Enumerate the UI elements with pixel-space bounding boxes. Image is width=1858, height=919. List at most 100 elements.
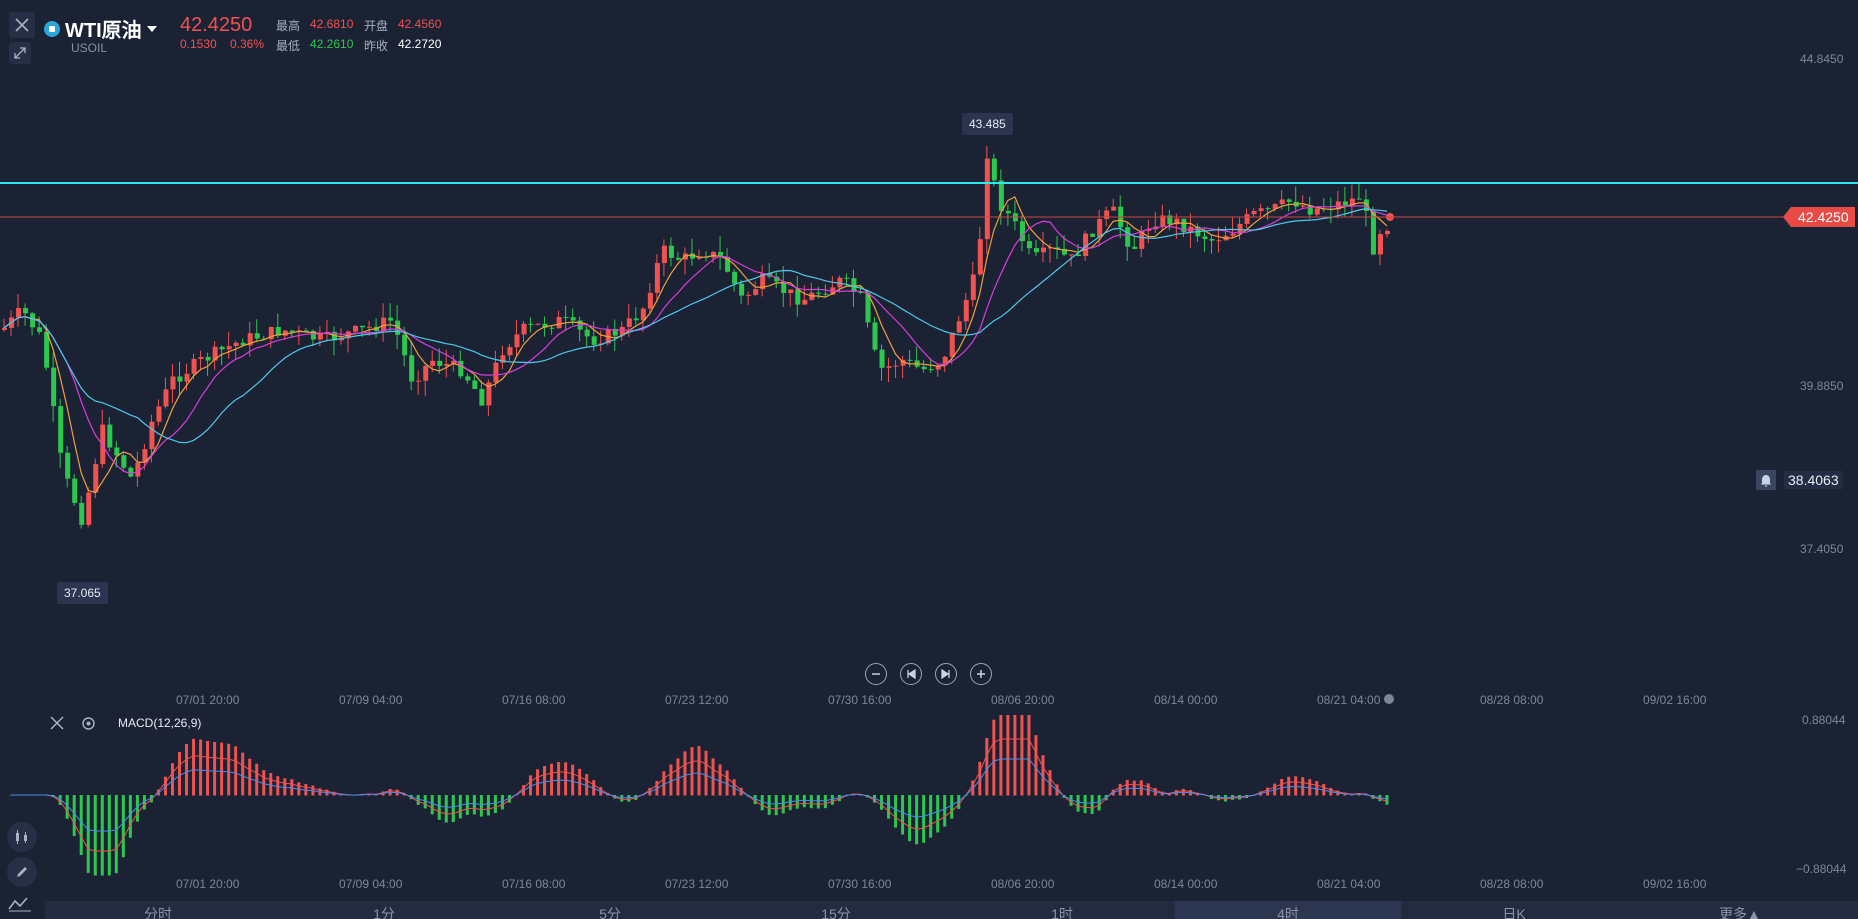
candle-body <box>521 323 527 335</box>
macd-bar <box>1083 795 1087 814</box>
candle-body <box>493 362 499 383</box>
macd-bar <box>86 795 90 873</box>
macd-bar <box>704 750 708 796</box>
candle-body <box>423 365 429 381</box>
timeframe-tab[interactable]: 日K <box>1502 906 1526 919</box>
candle-body <box>395 320 401 335</box>
candle-body <box>661 245 667 264</box>
candle-body <box>823 293 829 295</box>
candle-body <box>549 327 555 329</box>
scroll-end-button[interactable] <box>935 663 957 685</box>
time-axis-label: 07/16 08:00 <box>502 877 566 891</box>
price-alert[interactable]: 38.4063 <box>1756 470 1843 490</box>
macd-axis-bottom: −0.88044 <box>1796 862 1847 876</box>
scroll-start-button[interactable] <box>900 663 922 685</box>
candle-body <box>338 338 344 341</box>
candle-body <box>928 369 934 371</box>
macd-bar <box>901 795 905 835</box>
macd-bar <box>423 795 427 809</box>
macd-bar <box>430 795 434 815</box>
collapse-button[interactable] <box>9 42 31 64</box>
candle-body <box>935 365 941 370</box>
time-axis-label: 07/23 12:00 <box>665 877 729 891</box>
candle-body <box>135 462 141 477</box>
indicator-icon <box>8 897 31 912</box>
macd-bar <box>809 795 813 809</box>
timeframe-tab[interactable]: 更多▲ <box>1719 906 1761 919</box>
close-chart-button[interactable] <box>9 12 35 38</box>
macd-bar <box>444 795 448 823</box>
macd-bar <box>1013 715 1017 796</box>
macd-bar <box>135 795 139 822</box>
indicator-button[interactable] <box>7 896 37 919</box>
candle-body <box>1370 210 1376 255</box>
price-axis-mid: 39.8850 <box>1800 379 1844 393</box>
candle-body <box>86 492 92 525</box>
candle-body <box>416 380 422 382</box>
macd-bar <box>585 774 589 796</box>
candle-body <box>1040 247 1047 253</box>
macd-bar <box>999 715 1003 796</box>
macd-bar <box>802 795 806 808</box>
zoom-in-button[interactable] <box>970 663 992 685</box>
draw-tool-button[interactable] <box>7 857 37 887</box>
current-price-tag-text: 42.4250 <box>1798 209 1849 225</box>
timeframe-tab[interactable]: 5分 <box>599 906 621 919</box>
macd-bar <box>795 795 799 809</box>
candle-body <box>711 251 717 258</box>
macd-bar <box>564 762 568 796</box>
macd-bar <box>725 770 729 796</box>
timeframe-tab[interactable]: 15分 <box>821 906 851 919</box>
macd-bar <box>823 795 827 809</box>
time-cursor-handle[interactable] <box>1384 694 1394 704</box>
ma-short-line <box>3 196 1388 494</box>
timeframe-tab[interactable]: 分时 <box>144 906 172 919</box>
macd-close-button[interactable] <box>50 716 64 735</box>
candle-body <box>1314 208 1320 215</box>
candle-body <box>1307 205 1313 215</box>
symbol-selector[interactable]: WTI原油 USOIL <box>44 14 157 55</box>
timeframe-tab[interactable]: 1分 <box>373 906 395 919</box>
timeframe-tab[interactable]: 1时 <box>1051 906 1073 919</box>
candle-body <box>977 239 983 275</box>
candle-body <box>212 346 218 361</box>
candle-body <box>1125 227 1131 247</box>
macd-bar <box>479 795 483 817</box>
macd-bar <box>781 795 785 814</box>
top-bar: WTI原油 USOIL 42.4250 0.1530 0.36% 最高 42.6… <box>0 0 1858 70</box>
candle-body <box>465 376 471 381</box>
candle-body <box>949 332 955 357</box>
time-axis-label: 08/28 08:00 <box>1480 693 1544 707</box>
low-value: 42.2610 <box>310 37 354 51</box>
macd-bar <box>458 795 462 819</box>
macd-bar <box>290 779 294 796</box>
candle-body <box>37 327 43 332</box>
macd-bar <box>1076 795 1080 812</box>
candle-body <box>1265 208 1271 210</box>
zoom-out-button[interactable] <box>865 663 887 685</box>
macd-bar <box>1308 779 1312 796</box>
timeframe-tab[interactable]: 4时 <box>1175 901 1401 919</box>
caret-down-icon <box>146 25 157 32</box>
candle-body <box>739 283 745 296</box>
price-change-pct: 0.36% <box>230 37 265 51</box>
macd-settings-button[interactable] <box>81 716 96 736</box>
chart-type-button[interactable] <box>7 822 37 852</box>
candle-body <box>170 376 176 390</box>
candlestick-series <box>2 145 1394 529</box>
candle-body <box>402 334 408 356</box>
candle-body <box>367 326 373 328</box>
macd-bar <box>662 771 666 796</box>
macd-bar <box>718 764 722 796</box>
close-icon <box>15 18 29 32</box>
candle-body <box>647 292 653 309</box>
candle-body <box>1272 204 1278 209</box>
candle-body <box>970 274 976 300</box>
candle-body <box>732 271 738 284</box>
bell-icon[interactable] <box>1756 470 1776 490</box>
candle-body <box>1342 201 1348 206</box>
candle-body <box>156 406 162 422</box>
candle-body <box>219 346 225 350</box>
macd-bar <box>149 795 153 803</box>
